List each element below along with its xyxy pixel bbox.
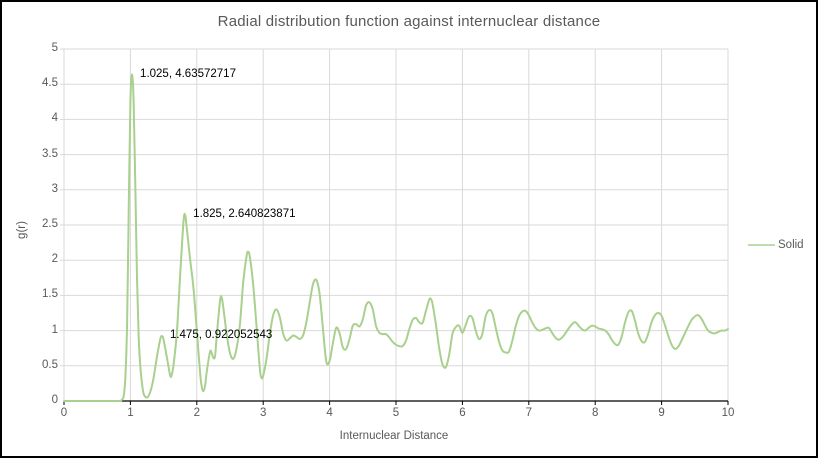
y-tick-label: 2 — [51, 253, 58, 266]
legend: Solid — [748, 238, 804, 252]
y-tick-label: 0 — [51, 394, 58, 406]
x-tick-label: 6 — [459, 407, 466, 419]
x-tick-label: 10 — [721, 407, 735, 419]
y-tick-label: 4.5 — [42, 77, 58, 90]
y-tick-label: 3.5 — [42, 147, 58, 160]
x-tick-label: 2 — [193, 407, 200, 419]
y-tick-label: 3 — [51, 182, 58, 195]
y-tick-label: 1.5 — [42, 288, 58, 301]
x-tick-label: 9 — [658, 407, 665, 419]
series-line-solid — [63, 73, 729, 402]
data-label: 1.025, 4.63572717 — [140, 67, 236, 80]
y-tick-label: 1 — [51, 323, 58, 336]
x-axis-title: Internuclear Distance — [339, 430, 449, 442]
y-tick-label: 5 — [51, 42, 58, 54]
x-tick-label: 0 — [60, 407, 68, 419]
x-tick-label: 1 — [127, 407, 134, 419]
y-tick-label: 4 — [51, 112, 58, 125]
x-tick-label: 3 — [259, 407, 267, 419]
x-tick-label: 4 — [326, 407, 333, 419]
data-label: 1.825, 2.640823871 — [193, 208, 296, 221]
y-tick-label: 2.5 — [42, 218, 58, 230]
x-tick-label: 8 — [591, 407, 599, 419]
data-label: 1.475, 0.922052543 — [169, 329, 273, 342]
x-tick-label: 5 — [392, 407, 400, 419]
x-tick-label: 7 — [525, 407, 532, 419]
legend-label: Solid — [778, 239, 804, 251]
legend-line-swatch — [748, 244, 775, 246]
y-tick-label: 0.5 — [42, 358, 58, 371]
chart-title: Radial distribution function against int… — [217, 13, 601, 30]
